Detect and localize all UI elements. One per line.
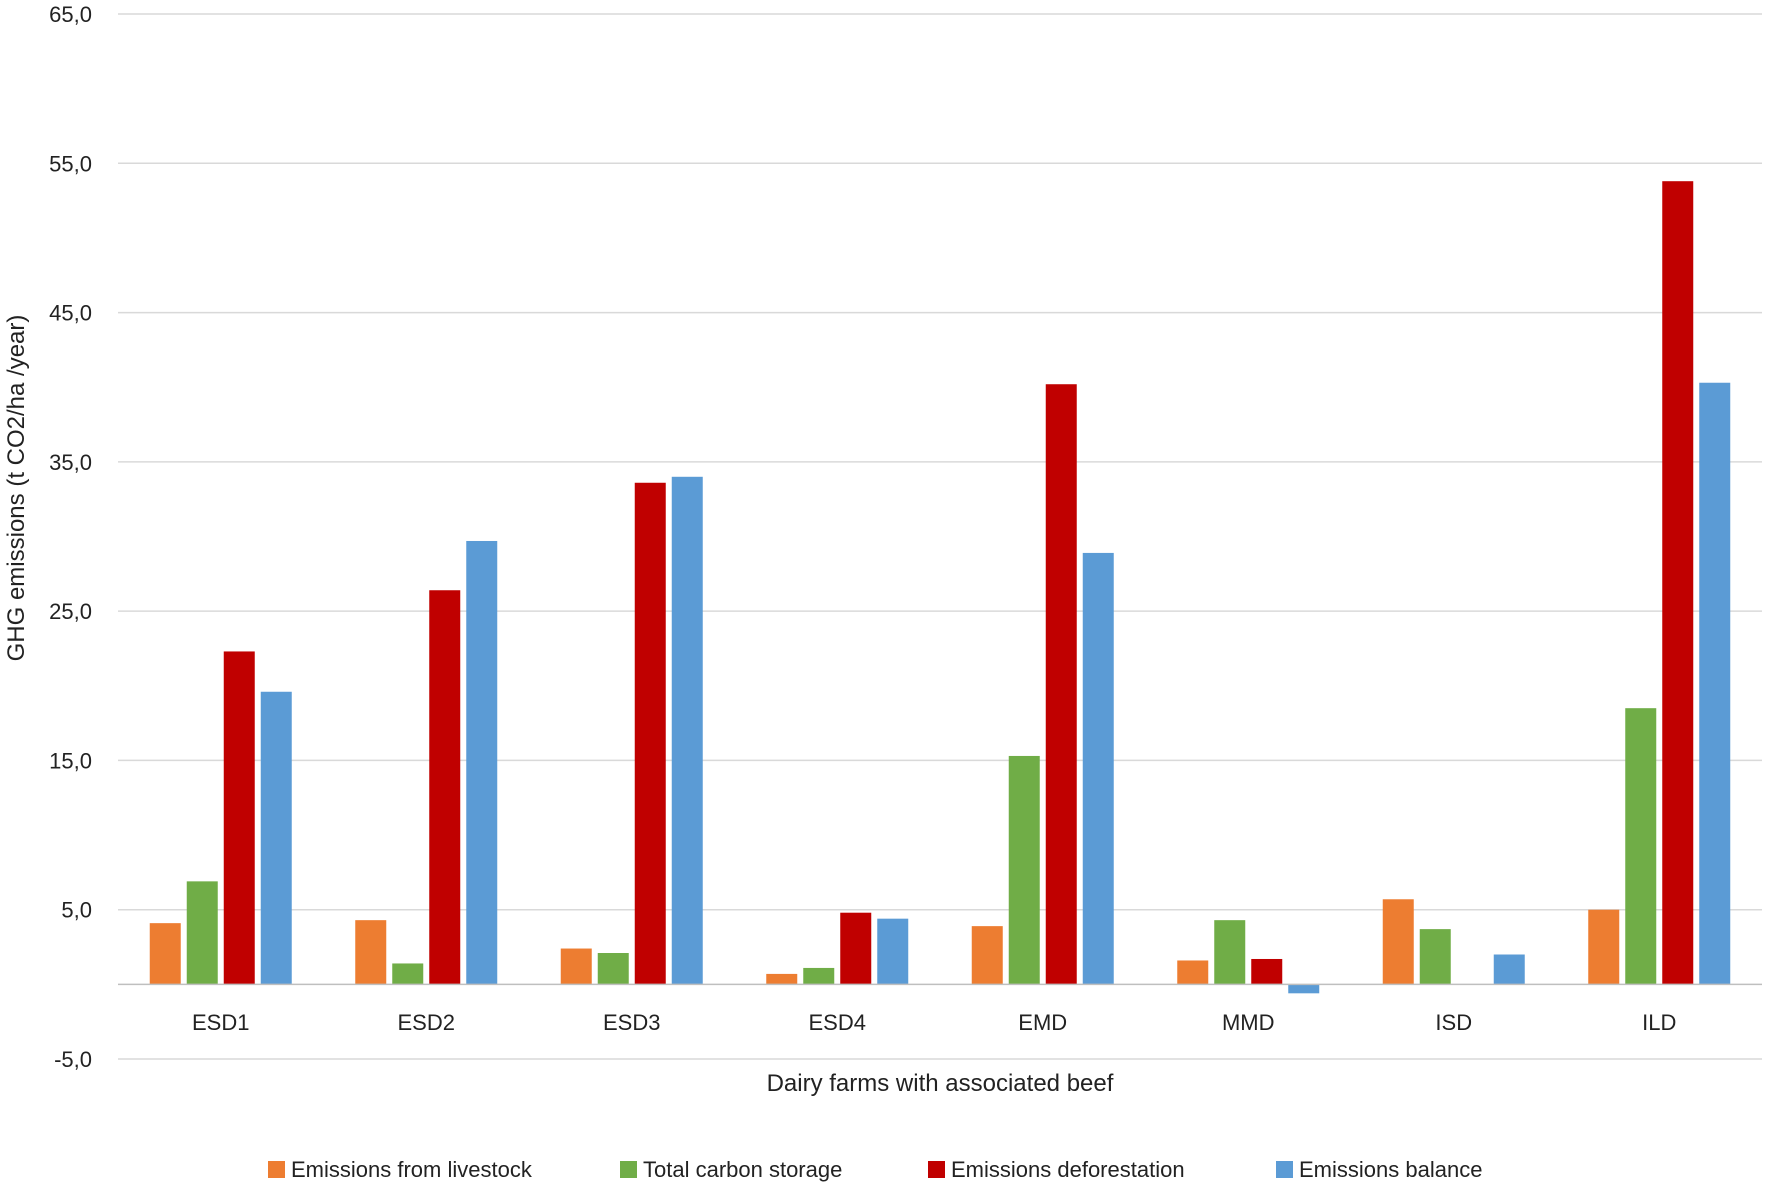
legend-label: Total carbon storage bbox=[643, 1157, 842, 1182]
legend-swatch bbox=[620, 1161, 637, 1178]
bar-esd4-4 bbox=[877, 918, 909, 985]
bar-esd3-3 bbox=[634, 482, 666, 985]
x-tick-label: ESD1 bbox=[192, 1010, 249, 1035]
x-tick-label: ESD4 bbox=[809, 1010, 866, 1035]
legend-label: Emissions balance bbox=[1299, 1157, 1482, 1182]
bar-esd1-3 bbox=[223, 651, 255, 985]
y-tick-label: 25,0 bbox=[49, 599, 92, 624]
bar-isd-2 bbox=[1419, 929, 1451, 985]
bar-ild-4 bbox=[1699, 382, 1731, 985]
bar-emd-4 bbox=[1082, 552, 1114, 985]
bar-mmd-2 bbox=[1214, 920, 1246, 985]
bar-esd1-4 bbox=[260, 691, 292, 985]
y-axis-ticks: -5,0 5,0 15,0 25,0 35,0 45,0 55,0 65,0 bbox=[49, 2, 92, 1072]
bar-emd-2 bbox=[1008, 755, 1040, 985]
bar-esd4-1 bbox=[766, 973, 798, 985]
y-axis-title: GHG emissions (t CO2/ha /year) bbox=[3, 315, 30, 662]
x-axis-ticks: ESD1 ESD2 ESD3 ESD4 EMD MMD ISD ILD bbox=[192, 1010, 1676, 1035]
bar-esd1-2 bbox=[186, 881, 218, 985]
bar-mmd-3 bbox=[1251, 958, 1283, 985]
x-tick-label: ISD bbox=[1435, 1010, 1472, 1035]
y-tick-label: 65,0 bbox=[49, 2, 92, 27]
y-tick-label: 15,0 bbox=[49, 748, 92, 773]
bar-mmd-1 bbox=[1177, 960, 1209, 985]
bar-esd4-3 bbox=[840, 912, 872, 985]
y-tick-label: 55,0 bbox=[49, 151, 92, 176]
bar-emd-1 bbox=[971, 926, 1003, 985]
x-axis-title: Dairy farms with associated beef bbox=[767, 1070, 1114, 1097]
bar-esd2-4 bbox=[466, 540, 498, 985]
bar-esd4-2 bbox=[803, 967, 835, 985]
x-tick-label: EMD bbox=[1018, 1010, 1067, 1035]
y-tick-label: -5,0 bbox=[54, 1047, 92, 1072]
bar-esd3-1 bbox=[560, 948, 592, 985]
legend-swatch bbox=[928, 1161, 945, 1178]
bar-emd-3 bbox=[1045, 384, 1077, 985]
legend-label: Emissions from livestock bbox=[291, 1157, 533, 1182]
legend: Emissions from livestock Total carbon sto… bbox=[268, 1157, 1482, 1182]
bar-esd3-2 bbox=[597, 953, 629, 985]
x-tick-label: ESD3 bbox=[603, 1010, 660, 1035]
x-tick-label: ESD2 bbox=[398, 1010, 455, 1035]
bar-ild-3 bbox=[1662, 181, 1694, 985]
bar-isd-1 bbox=[1382, 899, 1414, 985]
bars bbox=[149, 181, 1731, 994]
bar-esd2-1 bbox=[355, 920, 387, 985]
y-tick-label: 45,0 bbox=[49, 301, 92, 326]
legend-label: Emissions deforestation bbox=[951, 1157, 1185, 1182]
x-tick-label: ILD bbox=[1642, 1010, 1676, 1035]
y-tick-label: 35,0 bbox=[49, 450, 92, 475]
gridlines bbox=[118, 13, 1762, 1060]
bar-esd2-3 bbox=[429, 590, 461, 985]
bar-mmd-4 bbox=[1288, 984, 1320, 994]
x-tick-label: MMD bbox=[1222, 1010, 1275, 1035]
y-tick-label: 5,0 bbox=[61, 898, 92, 923]
bar-ild-1 bbox=[1588, 909, 1620, 985]
legend-swatch bbox=[268, 1161, 285, 1178]
bar-esd3-4 bbox=[671, 476, 703, 985]
bar-isd-4 bbox=[1493, 954, 1525, 985]
bar-ild-2 bbox=[1625, 708, 1657, 985]
bar-esd1-1 bbox=[149, 923, 181, 985]
legend-swatch bbox=[1276, 1161, 1293, 1178]
bar-esd2-2 bbox=[392, 963, 424, 985]
